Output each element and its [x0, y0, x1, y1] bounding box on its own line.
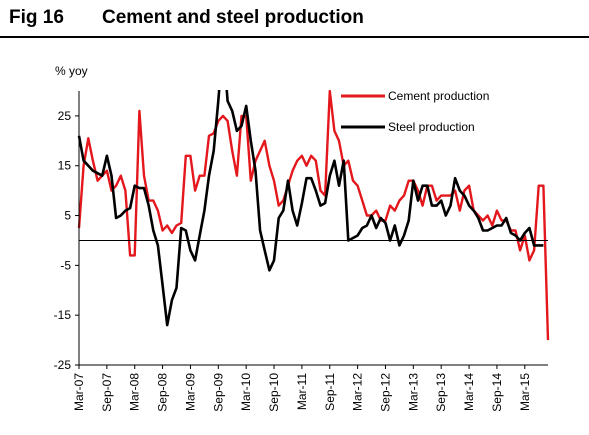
x-tick-label: Sep-13 [434, 373, 448, 412]
y-tick-label: 5 [64, 209, 71, 223]
x-tick-label: Sep-07 [100, 373, 114, 412]
legend: Cement production Steel production [341, 89, 489, 134]
x-tick-label: Mar-13 [406, 373, 420, 411]
series-line-cement [77, 90, 550, 341]
legend-label-steel: Steel production [388, 120, 475, 134]
x-tick-label: Sep-14 [490, 373, 504, 412]
figure-header: Fig 16 Cement and steel production [0, 0, 589, 38]
figure-title: Cement and steel production [102, 7, 364, 28]
plot-area [77, 90, 550, 341]
y-axis-title: % yoy [55, 64, 88, 78]
x-tick-label: Mar-12 [351, 373, 365, 411]
y-tick-label: -25 [54, 358, 72, 372]
x-tick-label: Mar-10 [239, 373, 253, 411]
x-tick-label: Sep-10 [267, 373, 281, 412]
y-tick-label: -15 [54, 308, 72, 322]
x-tick-label: Sep-11 [323, 373, 337, 411]
y-tick-label: -5 [60, 258, 71, 272]
series-line-steel [77, 90, 544, 327]
x-tick-label: Mar-07 [72, 373, 86, 411]
y-tick-label: 15 [58, 159, 72, 173]
x-tick-label: Sep-09 [211, 373, 225, 412]
x-tick-label: Mar-14 [462, 373, 476, 411]
x-tick-label: Sep-08 [156, 373, 170, 412]
x-tick-label: Sep-12 [378, 373, 392, 412]
x-tick-label: Mar-11 [295, 373, 309, 410]
y-tick-label: 25 [58, 109, 72, 123]
x-tick-label: Mar-08 [128, 373, 142, 411]
x-tick-label: Mar-15 [518, 373, 532, 411]
legend-label-cement: Cement production [388, 89, 489, 103]
x-tick-label: Mar-09 [183, 373, 197, 411]
figure-label: Fig 16 [9, 7, 64, 28]
